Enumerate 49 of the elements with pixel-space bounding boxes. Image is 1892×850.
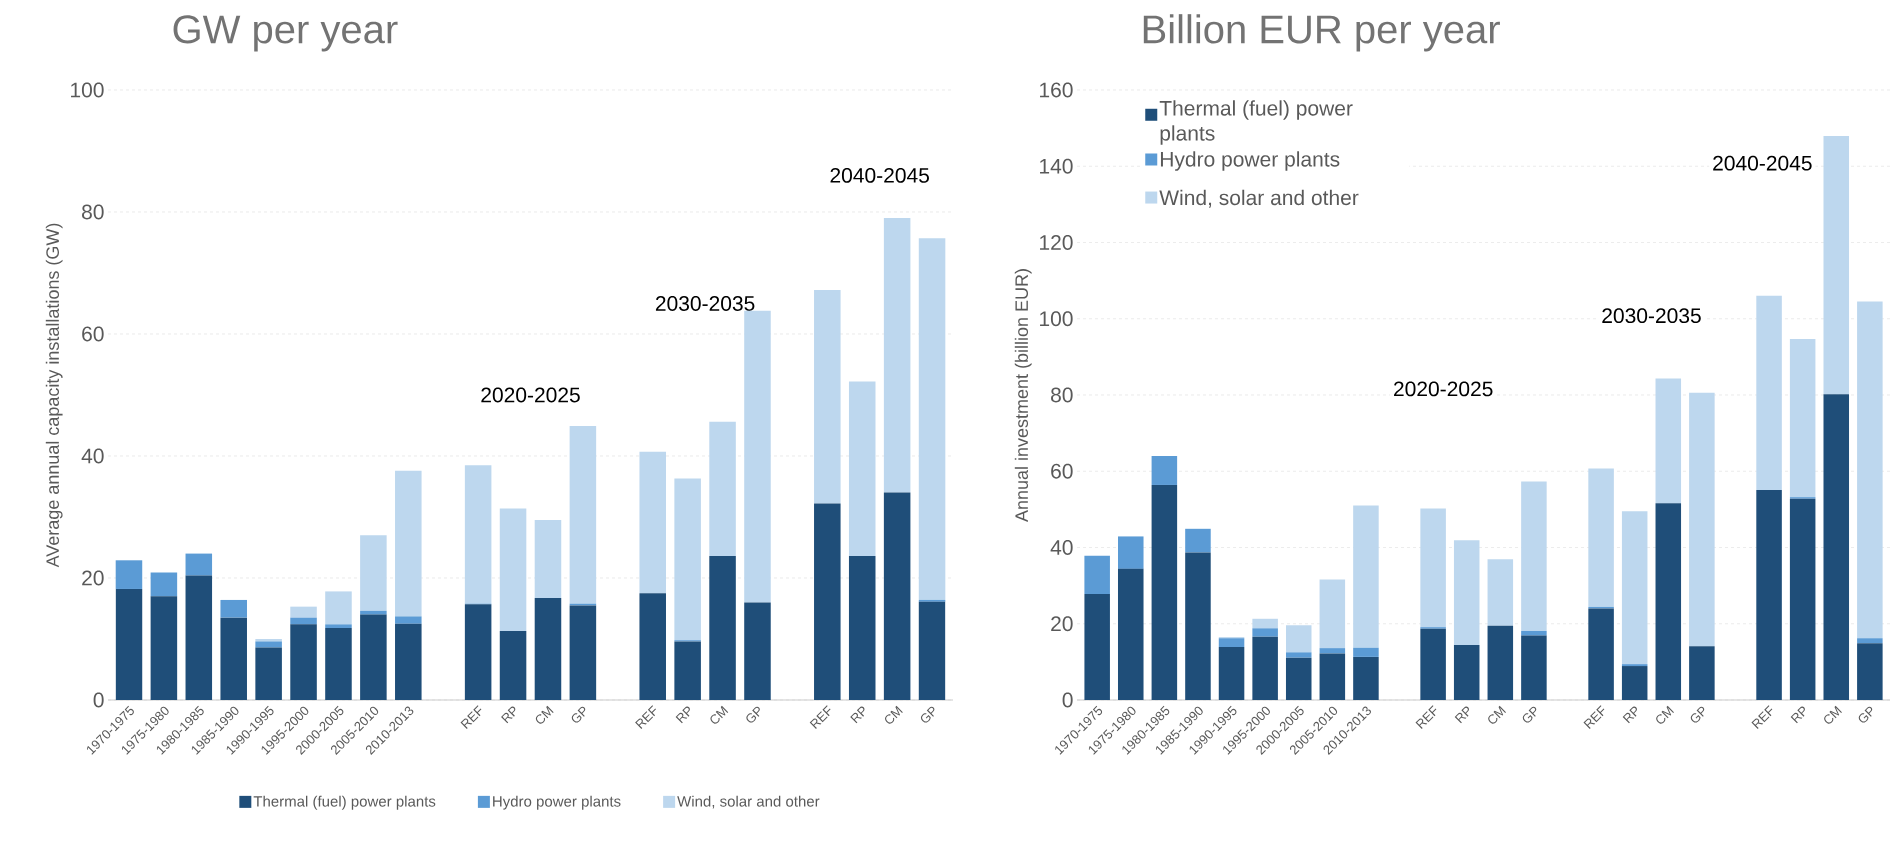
chart-title: GW per year bbox=[173, 15, 398, 52]
y-tick-label: 80 bbox=[82, 204, 104, 220]
x-tick-label: RP bbox=[850, 706, 865, 724]
annotation: 2040-2045 bbox=[1713, 155, 1812, 171]
x-tick-label: RP bbox=[1454, 706, 1469, 724]
x-tick-label: CM bbox=[710, 705, 729, 724]
x-tick-label: GP bbox=[920, 706, 935, 723]
x-tick-label: GP bbox=[1858, 706, 1873, 723]
legend-label: Thermal (fuel) power plants bbox=[253, 795, 436, 810]
x-tick-label: RP bbox=[501, 706, 516, 724]
y-tick-label: 160 bbox=[1040, 82, 1073, 98]
chart-title: Billion EUR per year bbox=[1143, 14, 1500, 52]
x-tick-label: RP bbox=[675, 706, 690, 724]
legend-label: Thermal (fuel) power plants bbox=[1159, 100, 1353, 145]
y-tick-label: 0 bbox=[93, 692, 104, 708]
x-tick-label: GP bbox=[1690, 706, 1705, 723]
annotation: 2030-2035 bbox=[655, 296, 755, 311]
legend-label: Hydro power plants bbox=[1160, 151, 1340, 171]
y-tick-label: 60 bbox=[1051, 463, 1073, 479]
y-tick-label: 0 bbox=[1062, 692, 1073, 708]
x-tick-label: GP bbox=[571, 706, 586, 723]
y-tick-label: 20 bbox=[82, 570, 104, 586]
legend-label: Hydro power plants bbox=[493, 795, 621, 810]
y-tick-label: 60 bbox=[82, 326, 104, 342]
x-tick-label: CM bbox=[1488, 705, 1506, 724]
y-tick-label: 140 bbox=[1040, 158, 1073, 174]
annotation: 2020-2025 bbox=[1394, 381, 1493, 397]
x-tick-label: CM bbox=[1656, 705, 1674, 724]
x-tick-label: RP bbox=[1622, 706, 1637, 724]
y-tick-label: 100 bbox=[1040, 311, 1073, 327]
y-axis-title: Annual investment (billion EUR) bbox=[1014, 269, 1032, 523]
annotation: 2030-2035 bbox=[1602, 308, 1701, 324]
x-tick-label: CM bbox=[885, 705, 903, 724]
x-tick-label: CM bbox=[535, 705, 554, 724]
annotation: 2040-2045 bbox=[830, 167, 929, 183]
x-tick-label: GP bbox=[1522, 706, 1537, 723]
y-tick-label: 40 bbox=[81, 448, 104, 464]
annotation: 2020-2025 bbox=[481, 387, 580, 403]
y-tick-label: 20 bbox=[1051, 616, 1073, 632]
y-tick-label: 100 bbox=[71, 82, 104, 98]
y-axis-title: AVerage annual capacity installations (GW) bbox=[45, 223, 63, 568]
x-tick-label: CM bbox=[1824, 705, 1842, 724]
legend-label: Wind, solar and other bbox=[1159, 189, 1359, 208]
x-tick-label: GP bbox=[746, 706, 760, 723]
x-tick-label: RP bbox=[1790, 706, 1805, 724]
legend-label: Wind, solar and other bbox=[677, 795, 820, 809]
y-tick-label: 80 bbox=[1051, 387, 1073, 403]
y-tick-label: 120 bbox=[1040, 235, 1073, 250]
y-tick-label: 40 bbox=[1050, 540, 1073, 555]
